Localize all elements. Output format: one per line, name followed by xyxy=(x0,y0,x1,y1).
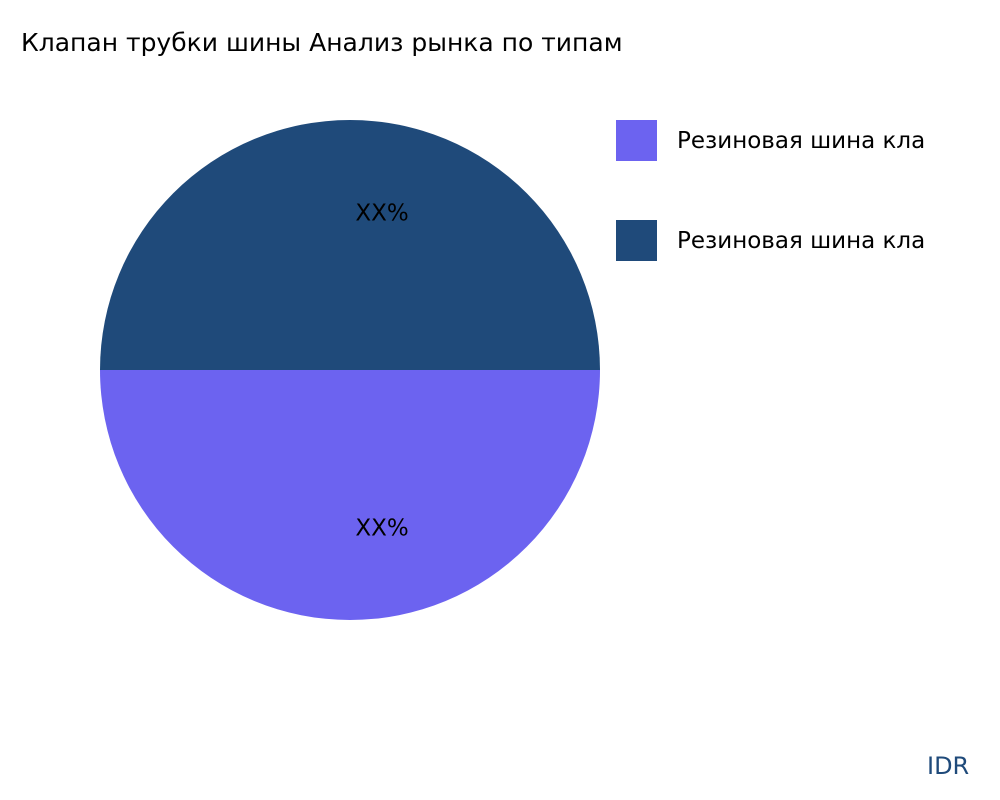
slice-label-2: XX% xyxy=(355,201,408,227)
slice-label-1: XX% xyxy=(355,516,408,542)
legend-item-1[interactable]: Резиновая шина кла xyxy=(616,120,925,161)
legend-label-2: Резиновая шина кла xyxy=(677,227,926,254)
legend-item-2[interactable]: Резиновая шина кла xyxy=(616,220,925,261)
brand-logo: IDR xyxy=(927,752,970,780)
pie-slice-2[interactable] xyxy=(100,120,600,370)
legend-swatch-2 xyxy=(616,220,657,261)
pie-slice-1[interactable] xyxy=(100,370,600,620)
legend-swatch-1 xyxy=(616,120,657,161)
legend-label-1: Резиновая шина кла xyxy=(677,127,926,154)
chart-title: Клапан трубки шины Анализ рынка по типам xyxy=(21,28,623,57)
